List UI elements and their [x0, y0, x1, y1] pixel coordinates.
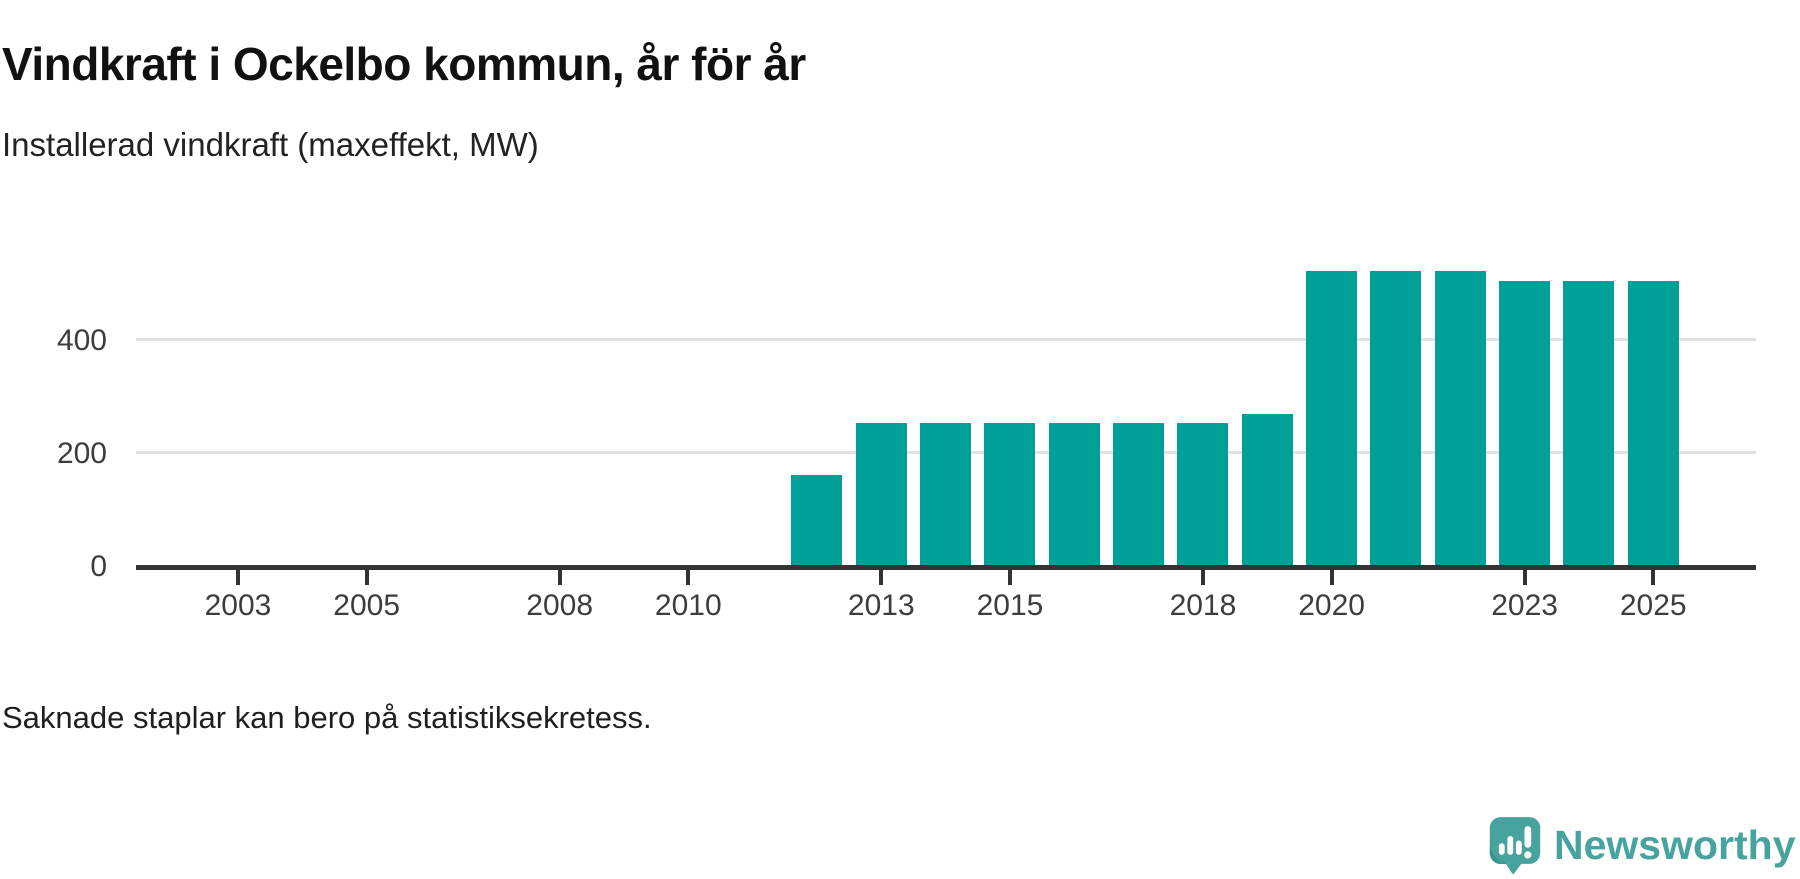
x-tick-2015 [1007, 570, 1012, 585]
x-tick-2005 [364, 570, 369, 585]
x-tick-2018 [1200, 570, 1205, 585]
x-tick-label-2013: 2013 [847, 589, 915, 622]
bar-2019 [1241, 413, 1293, 565]
newsworthy-logo-text: Newsworthy [1554, 822, 1796, 868]
bar-2020 [1306, 271, 1358, 565]
newsworthy-logo-icon [1489, 817, 1541, 875]
bar-2021 [1370, 271, 1422, 565]
x-tick-label-2010: 2010 [654, 589, 722, 622]
bar-2023 [1499, 280, 1551, 565]
x-tick-label-2003: 2003 [204, 589, 272, 622]
gridline-400 [136, 338, 1756, 341]
y-tick-label-0: 0 [90, 550, 107, 583]
newsworthy-logo: Newsworthy [1488, 814, 1796, 876]
x-tick-2008 [557, 570, 562, 585]
bar-2016 [1048, 422, 1100, 565]
bar-2013 [855, 422, 907, 565]
y-tick-label-200: 200 [56, 437, 107, 470]
bar-2018 [1177, 422, 1229, 565]
bar-2014 [920, 422, 972, 565]
x-tick-2010 [686, 570, 691, 585]
x-tick-2013 [879, 570, 884, 585]
x-tick-label-2005: 2005 [333, 589, 401, 622]
x-tick-label-2023: 2023 [1491, 589, 1558, 622]
x-axis-line [136, 565, 1756, 570]
bar-2022 [1434, 271, 1486, 565]
bar-2015 [984, 422, 1036, 565]
x-tick-2025 [1651, 570, 1656, 585]
bar-2017 [1113, 422, 1165, 565]
chart-subtitle: Installerad vindkraft (maxeffekt, MW) [2, 126, 539, 163]
page-title: Vindkraft i Ockelbo kommun, år för år [2, 37, 806, 90]
x-tick-label-2008: 2008 [526, 589, 594, 622]
y-tick-label-400: 400 [56, 324, 107, 357]
bar-2024 [1563, 280, 1615, 565]
x-tick-2023 [1522, 570, 1527, 585]
chart-footnote: Saknade staplar kan bero på statistiksek… [2, 700, 652, 735]
x-tick-2003 [236, 570, 240, 585]
x-tick-2020 [1329, 570, 1334, 585]
x-tick-label-2015: 2015 [976, 589, 1044, 622]
x-tick-label-2018: 2018 [1169, 589, 1237, 622]
bar-2025 [1627, 280, 1679, 565]
x-tick-label-2020: 2020 [1298, 589, 1365, 622]
x-tick-label-2025: 2025 [1619, 589, 1687, 622]
bar-2012 [791, 474, 843, 565]
